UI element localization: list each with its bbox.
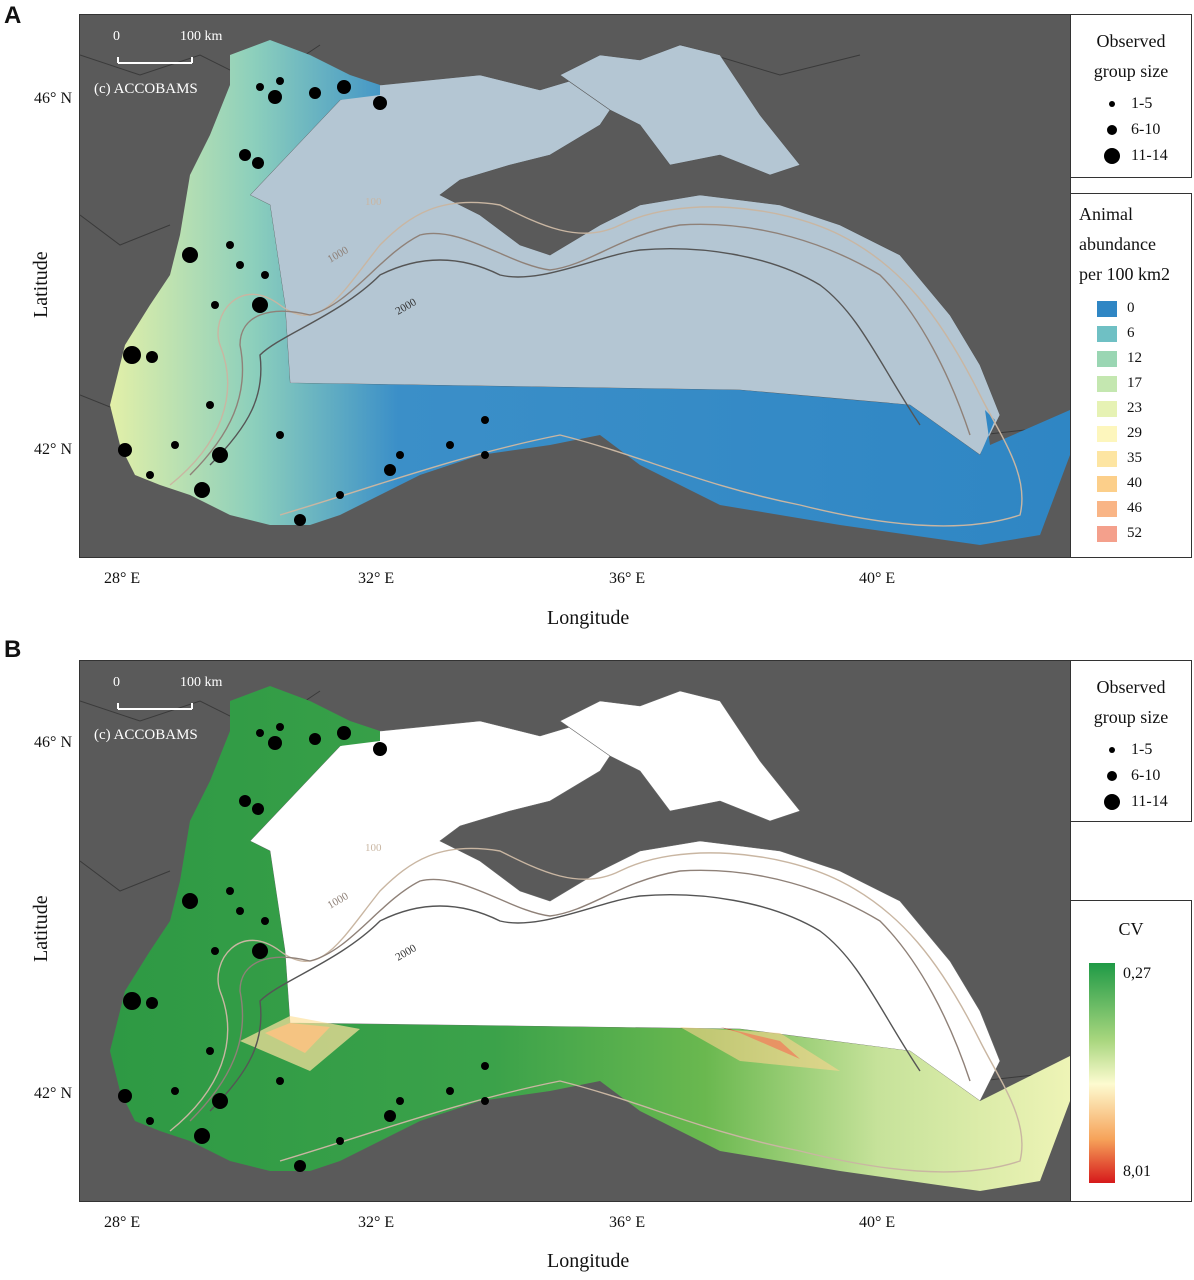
lon-tick-32-b: 32° E <box>358 1214 395 1231</box>
dot-small-icon <box>1109 747 1115 753</box>
cv-max-label: 0,27 <box>1123 965 1151 982</box>
map-a: 100 1000 2000 0 100 km (c) ACCOBAMS <box>79 14 1071 558</box>
ylabel-b: Latitude <box>30 895 52 962</box>
legend-size-large-a: 11-14 <box>1101 147 1168 165</box>
abundance-swatch <box>1097 400 1117 417</box>
legend-cv: CV 0,27 8,01 <box>1070 900 1192 1202</box>
legend-title-b-1: Observed <box>1096 677 1166 697</box>
abundance-swatch <box>1097 475 1117 492</box>
abundance-class-label: 35 <box>1127 450 1142 466</box>
map-b: 100 1000 2000 0 100 km (c) ACCOBAMS <box>79 660 1071 1202</box>
abundance-class-label: 52 <box>1127 525 1142 541</box>
lon-tick-36-b: 36° E <box>609 1214 646 1231</box>
legend-abundance: Animal abundance per 100 km2 0 6 12 17 23 29 3… <box>1070 193 1192 558</box>
abundance-class-label: 23 <box>1127 400 1142 416</box>
scale-bar-a <box>117 57 193 64</box>
panel-label-a: A <box>4 2 22 29</box>
lat-tick-42-a: 42° N <box>34 441 72 458</box>
abundance-swatch <box>1097 425 1117 442</box>
dot-medium-icon <box>1107 771 1117 781</box>
abundance-class-3: 17 <box>1097 375 1142 392</box>
lon-tick-40-a: 40° E <box>859 570 896 587</box>
legend-title-a-1: Observed <box>1096 31 1166 51</box>
abundance-swatch <box>1097 350 1117 367</box>
abundance-class-label: 17 <box>1127 375 1142 391</box>
observation-points-b <box>118 723 489 1172</box>
abundance-class-7: 40 <box>1097 475 1142 492</box>
survey-area-a <box>110 40 1070 545</box>
abundance-swatch <box>1097 450 1117 467</box>
observation-points-a <box>118 77 489 526</box>
black-sea-map-b: 100 1000 2000 0 100 km (c) ACCOBAMS <box>80 675 1070 1191</box>
abundance-swatch <box>1097 525 1117 542</box>
abundance-class-8: 46 <box>1097 500 1142 517</box>
dot-large-icon <box>1104 794 1120 810</box>
lat-tick-42-b: 42° N <box>34 1085 72 1102</box>
lon-tick-40-b: 40° E <box>859 1214 896 1231</box>
scale-bar-b <box>117 703 193 710</box>
cv-color-scale <box>1089 963 1115 1183</box>
abundance-title-3: per 100 km2 <box>1079 264 1170 284</box>
legend-size-small-b: 1-5 <box>1101 741 1152 759</box>
credit-a: (c) ACCOBAMS <box>94 81 198 97</box>
lat-tick-46-a: 46° N <box>34 90 72 107</box>
black-sea-map-a: 100 1000 2000 0 100 km (c) ACCOBAMS <box>80 29 1070 545</box>
scale-zero-b: 0 <box>113 675 120 690</box>
abundance-class-label: 6 <box>1127 325 1135 341</box>
scale-length-b: 100 km <box>180 675 223 690</box>
abundance-class-0: 0 <box>1097 300 1135 317</box>
legend-title-a-2: group size <box>1093 61 1169 81</box>
dot-large-icon <box>1104 148 1120 164</box>
legend-size-medium-a: 6-10 <box>1101 121 1160 139</box>
dot-medium-icon <box>1107 125 1117 135</box>
lon-tick-36-a: 36° E <box>609 570 646 587</box>
abundance-swatch <box>1097 325 1117 342</box>
lat-tick-46-b: 46° N <box>34 734 72 751</box>
bathymetry-contours-b <box>169 847 1023 1173</box>
abundance-swatch <box>1097 300 1117 317</box>
abundance-class-5: 29 <box>1097 425 1142 442</box>
scale-zero-a: 0 <box>113 29 120 44</box>
legend-group-size-a: Observed group size 1-5 6-10 11-14 <box>1070 14 1192 178</box>
xlabel-b: Longitude <box>547 1250 630 1272</box>
legend-size-medium-b: 6-10 <box>1101 767 1160 785</box>
abundance-class-4: 23 <box>1097 400 1142 417</box>
abundance-swatch <box>1097 500 1117 517</box>
legend-size-large-b: 11-14 <box>1101 793 1168 811</box>
abundance-class-2: 12 <box>1097 350 1142 367</box>
abundance-class-1: 6 <box>1097 325 1135 342</box>
contour-label-100-b: 100 <box>365 842 382 854</box>
scale-length-a: 100 km <box>180 29 223 44</box>
abundance-title-1: Animal <box>1079 204 1133 224</box>
abundance-class-9: 52 <box>1097 525 1142 542</box>
abundance-title-2: abundance <box>1079 234 1156 254</box>
abundance-class-6: 35 <box>1097 450 1142 467</box>
ylabel-a: Latitude <box>30 251 52 318</box>
lon-tick-28-b: 28° E <box>104 1214 141 1231</box>
abundance-class-label: 46 <box>1127 500 1142 516</box>
legend-title-b-2: group size <box>1093 707 1169 727</box>
contour-label-100: 100 <box>365 196 382 208</box>
credit-b: (c) ACCOBAMS <box>94 727 198 743</box>
xlabel-a: Longitude <box>547 607 630 629</box>
abundance-class-label: 12 <box>1127 350 1142 366</box>
abundance-class-label: 0 <box>1127 300 1135 316</box>
legend-size-small-a: 1-5 <box>1101 95 1152 113</box>
lon-tick-32-a: 32° E <box>358 570 395 587</box>
bathymetry-contours <box>169 201 1023 527</box>
dot-small-icon <box>1109 101 1115 107</box>
cv-title: CV <box>1118 919 1144 939</box>
lon-tick-28-a: 28° E <box>104 570 141 587</box>
panel-label-b: B <box>4 636 22 663</box>
cv-min-label: 8,01 <box>1123 1163 1151 1180</box>
abundance-class-label: 29 <box>1127 425 1142 441</box>
legend-group-size-b: Observed group size 1-5 6-10 11-14 <box>1070 660 1192 822</box>
abundance-class-label: 40 <box>1127 475 1142 491</box>
abundance-swatch <box>1097 375 1117 392</box>
